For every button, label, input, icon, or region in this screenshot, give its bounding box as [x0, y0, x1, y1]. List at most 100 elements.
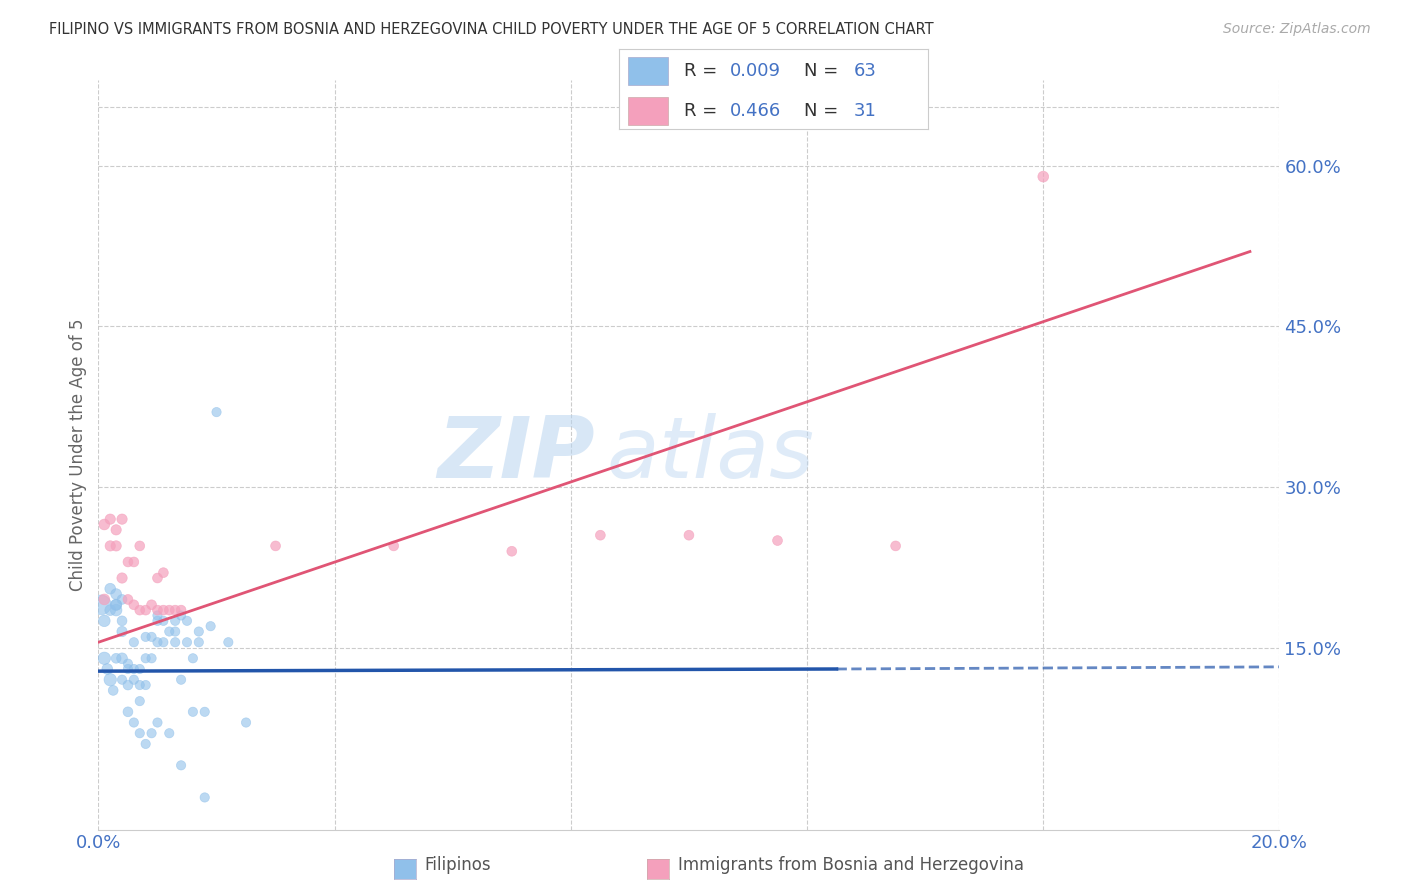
Point	[93, 614, 115, 628]
Point	[1032, 169, 1054, 184]
Text: atlas: atlas	[606, 413, 814, 497]
Point	[141, 630, 163, 644]
Point	[122, 662, 145, 676]
Point	[105, 587, 128, 601]
Point	[111, 673, 134, 687]
Point	[194, 790, 217, 805]
Point	[105, 603, 128, 617]
Point	[111, 651, 134, 665]
Point	[141, 726, 163, 740]
Point	[117, 705, 139, 719]
Text: R =: R =	[683, 62, 723, 80]
Point	[146, 614, 169, 628]
Point	[111, 624, 134, 639]
Point	[105, 539, 128, 553]
Point	[157, 726, 180, 740]
Point	[165, 635, 187, 649]
Text: 0.009: 0.009	[730, 62, 780, 80]
Point	[122, 555, 145, 569]
Point	[117, 662, 139, 676]
Point	[152, 603, 174, 617]
Text: 31: 31	[853, 103, 876, 120]
Point	[135, 678, 157, 692]
Point	[93, 517, 115, 532]
Point	[141, 598, 163, 612]
Point	[170, 608, 193, 623]
Point	[122, 635, 145, 649]
Bar	[628, 97, 668, 126]
Point	[128, 726, 150, 740]
Point	[105, 598, 128, 612]
Point	[146, 603, 169, 617]
Point	[117, 657, 139, 671]
Point	[111, 571, 134, 585]
Point	[98, 512, 121, 526]
Point	[128, 662, 150, 676]
Point	[105, 523, 128, 537]
Point	[157, 624, 180, 639]
Point	[117, 678, 139, 692]
Point	[176, 635, 198, 649]
Text: Immigrants from Bosnia and Herzegovina: Immigrants from Bosnia and Herzegovina	[678, 856, 1024, 874]
Point	[128, 678, 150, 692]
Point	[98, 582, 121, 596]
Point	[205, 405, 228, 419]
Point	[146, 571, 169, 585]
Point	[187, 635, 209, 649]
Point	[382, 539, 405, 553]
Point	[217, 635, 239, 649]
Point	[165, 614, 187, 628]
Point	[766, 533, 789, 548]
Point	[128, 603, 150, 617]
Point	[103, 683, 125, 698]
Point	[678, 528, 700, 542]
Point	[117, 592, 139, 607]
Point	[589, 528, 612, 542]
Point	[93, 651, 115, 665]
Point	[146, 635, 169, 649]
Point	[98, 673, 121, 687]
Text: R =: R =	[683, 103, 723, 120]
Point	[135, 630, 157, 644]
Point	[501, 544, 523, 558]
Text: Source: ZipAtlas.com: Source: ZipAtlas.com	[1223, 22, 1371, 37]
Point	[111, 592, 134, 607]
Text: FILIPINO VS IMMIGRANTS FROM BOSNIA AND HERZEGOVINA CHILD POVERTY UNDER THE AGE O: FILIPINO VS IMMIGRANTS FROM BOSNIA AND H…	[49, 22, 934, 37]
Point	[152, 566, 174, 580]
Point	[117, 555, 139, 569]
Point	[170, 758, 193, 772]
Point	[181, 705, 204, 719]
Text: ZIP: ZIP	[437, 413, 595, 497]
Point	[122, 673, 145, 687]
Point	[152, 614, 174, 628]
Point	[111, 512, 134, 526]
Point	[884, 539, 907, 553]
Point	[165, 624, 187, 639]
Text: 63: 63	[853, 62, 876, 80]
Point	[141, 651, 163, 665]
Point	[165, 603, 187, 617]
Bar	[628, 57, 668, 86]
Y-axis label: Child Poverty Under the Age of 5: Child Poverty Under the Age of 5	[69, 318, 87, 591]
Point	[98, 603, 121, 617]
Text: 0.466: 0.466	[730, 103, 782, 120]
Point	[146, 715, 169, 730]
Point	[122, 598, 145, 612]
Text: Filipinos: Filipinos	[425, 856, 491, 874]
Point	[235, 715, 257, 730]
Point	[128, 694, 150, 708]
Point	[93, 592, 115, 607]
Point	[128, 539, 150, 553]
Point	[135, 737, 157, 751]
Text: N =: N =	[804, 103, 844, 120]
Point	[105, 598, 128, 612]
Point	[152, 635, 174, 649]
Point	[181, 651, 204, 665]
Point	[194, 705, 217, 719]
Point	[187, 624, 209, 639]
Point	[90, 598, 112, 612]
Point	[135, 603, 157, 617]
Point	[96, 662, 118, 676]
Point	[170, 673, 193, 687]
Point	[122, 715, 145, 730]
